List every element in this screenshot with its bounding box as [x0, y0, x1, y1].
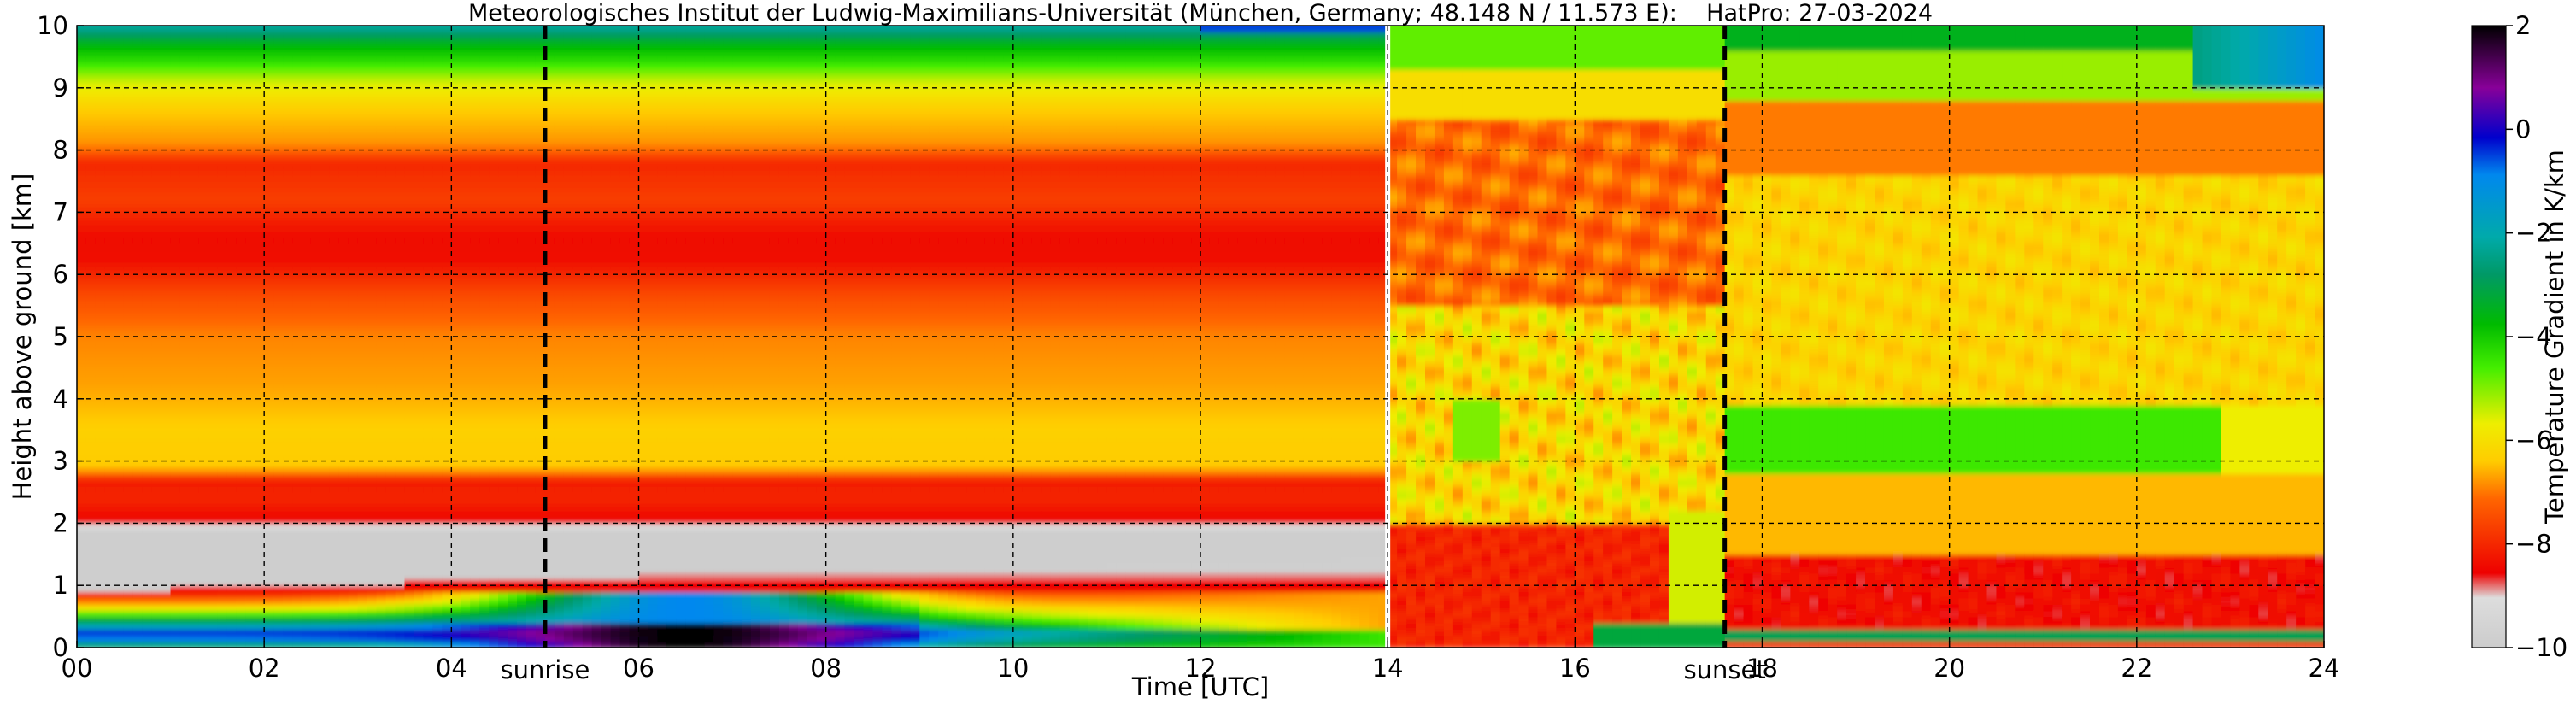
y-tick-label: 10	[37, 11, 68, 40]
x-tick-label: 00	[62, 654, 93, 683]
x-tick-label: 08	[810, 654, 842, 683]
x-tick-label: 22	[2121, 654, 2152, 683]
x-tick-label: 06	[623, 654, 654, 683]
y-tick-label: 2	[53, 508, 68, 537]
x-tick-label: 20	[1933, 654, 1965, 683]
y-tick-label: 6	[53, 260, 68, 289]
colorbar-tick-label: −10	[2515, 633, 2567, 662]
colorbar: 2 0 −2 −4 −6 −8 −10 Temperature Gradient in K/…	[2471, 11, 2569, 662]
chart-title: Meteorologisches Institut der Ludwig-Max…	[468, 0, 1933, 26]
x-tick-label: 16	[1559, 654, 1591, 683]
x-tick-label: 12	[1185, 654, 1217, 683]
x-axis-label: Time [UTC]	[1131, 672, 1269, 701]
x-tick-label: 24	[2309, 654, 2340, 683]
colorbar-tick-label: 0	[2515, 114, 2531, 144]
colorbar-tick-label: −6	[2515, 425, 2552, 455]
colorbar-tick-label: −2	[2515, 219, 2552, 248]
colorbar-tick-label: 2	[2515, 11, 2531, 40]
x-tick-label: 02	[249, 654, 280, 683]
y-tick-label: 4	[53, 384, 68, 414]
colorbar-label: Temperature Gradient in K/km	[2540, 150, 2569, 525]
y-tick-label: 8	[53, 136, 68, 165]
y-tick-label: 7	[53, 197, 68, 226]
sun-markers: sunrise sunset	[501, 26, 1766, 684]
colorbar-tick-label: −4	[2515, 322, 2552, 351]
y-tick-label: 0	[53, 633, 68, 662]
y-tick-label: 1	[53, 571, 68, 600]
x-tick-label: 18	[1746, 654, 1778, 683]
y-tick-label: 9	[53, 73, 68, 103]
sunrise-label: sunrise	[501, 655, 590, 684]
y-axis-ticks: 0 1 2 3 4 5 6 7 8 9 10	[37, 11, 84, 662]
x-axis-ticks: 00 02 04 06 08 10 12 14 16 18 20 22 24	[62, 641, 2340, 683]
grid-lines	[77, 26, 2324, 648]
colorbar-scale	[2471, 25, 2507, 648]
colorbar-tick-label: −8	[2515, 530, 2552, 559]
colorbar-ticks: 2 0 −2 −4 −6 −8 −10	[2506, 11, 2567, 662]
sunset-label: sunset	[1684, 655, 1766, 684]
y-axis-label: Height above ground [km]	[8, 173, 37, 501]
y-tick-label: 3	[53, 447, 68, 476]
x-tick-label: 14	[1372, 654, 1404, 683]
heatmap-field	[77, 26, 2324, 648]
x-tick-label: 04	[436, 654, 467, 683]
x-tick-label: 10	[997, 654, 1029, 683]
y-tick-label: 5	[53, 322, 68, 351]
